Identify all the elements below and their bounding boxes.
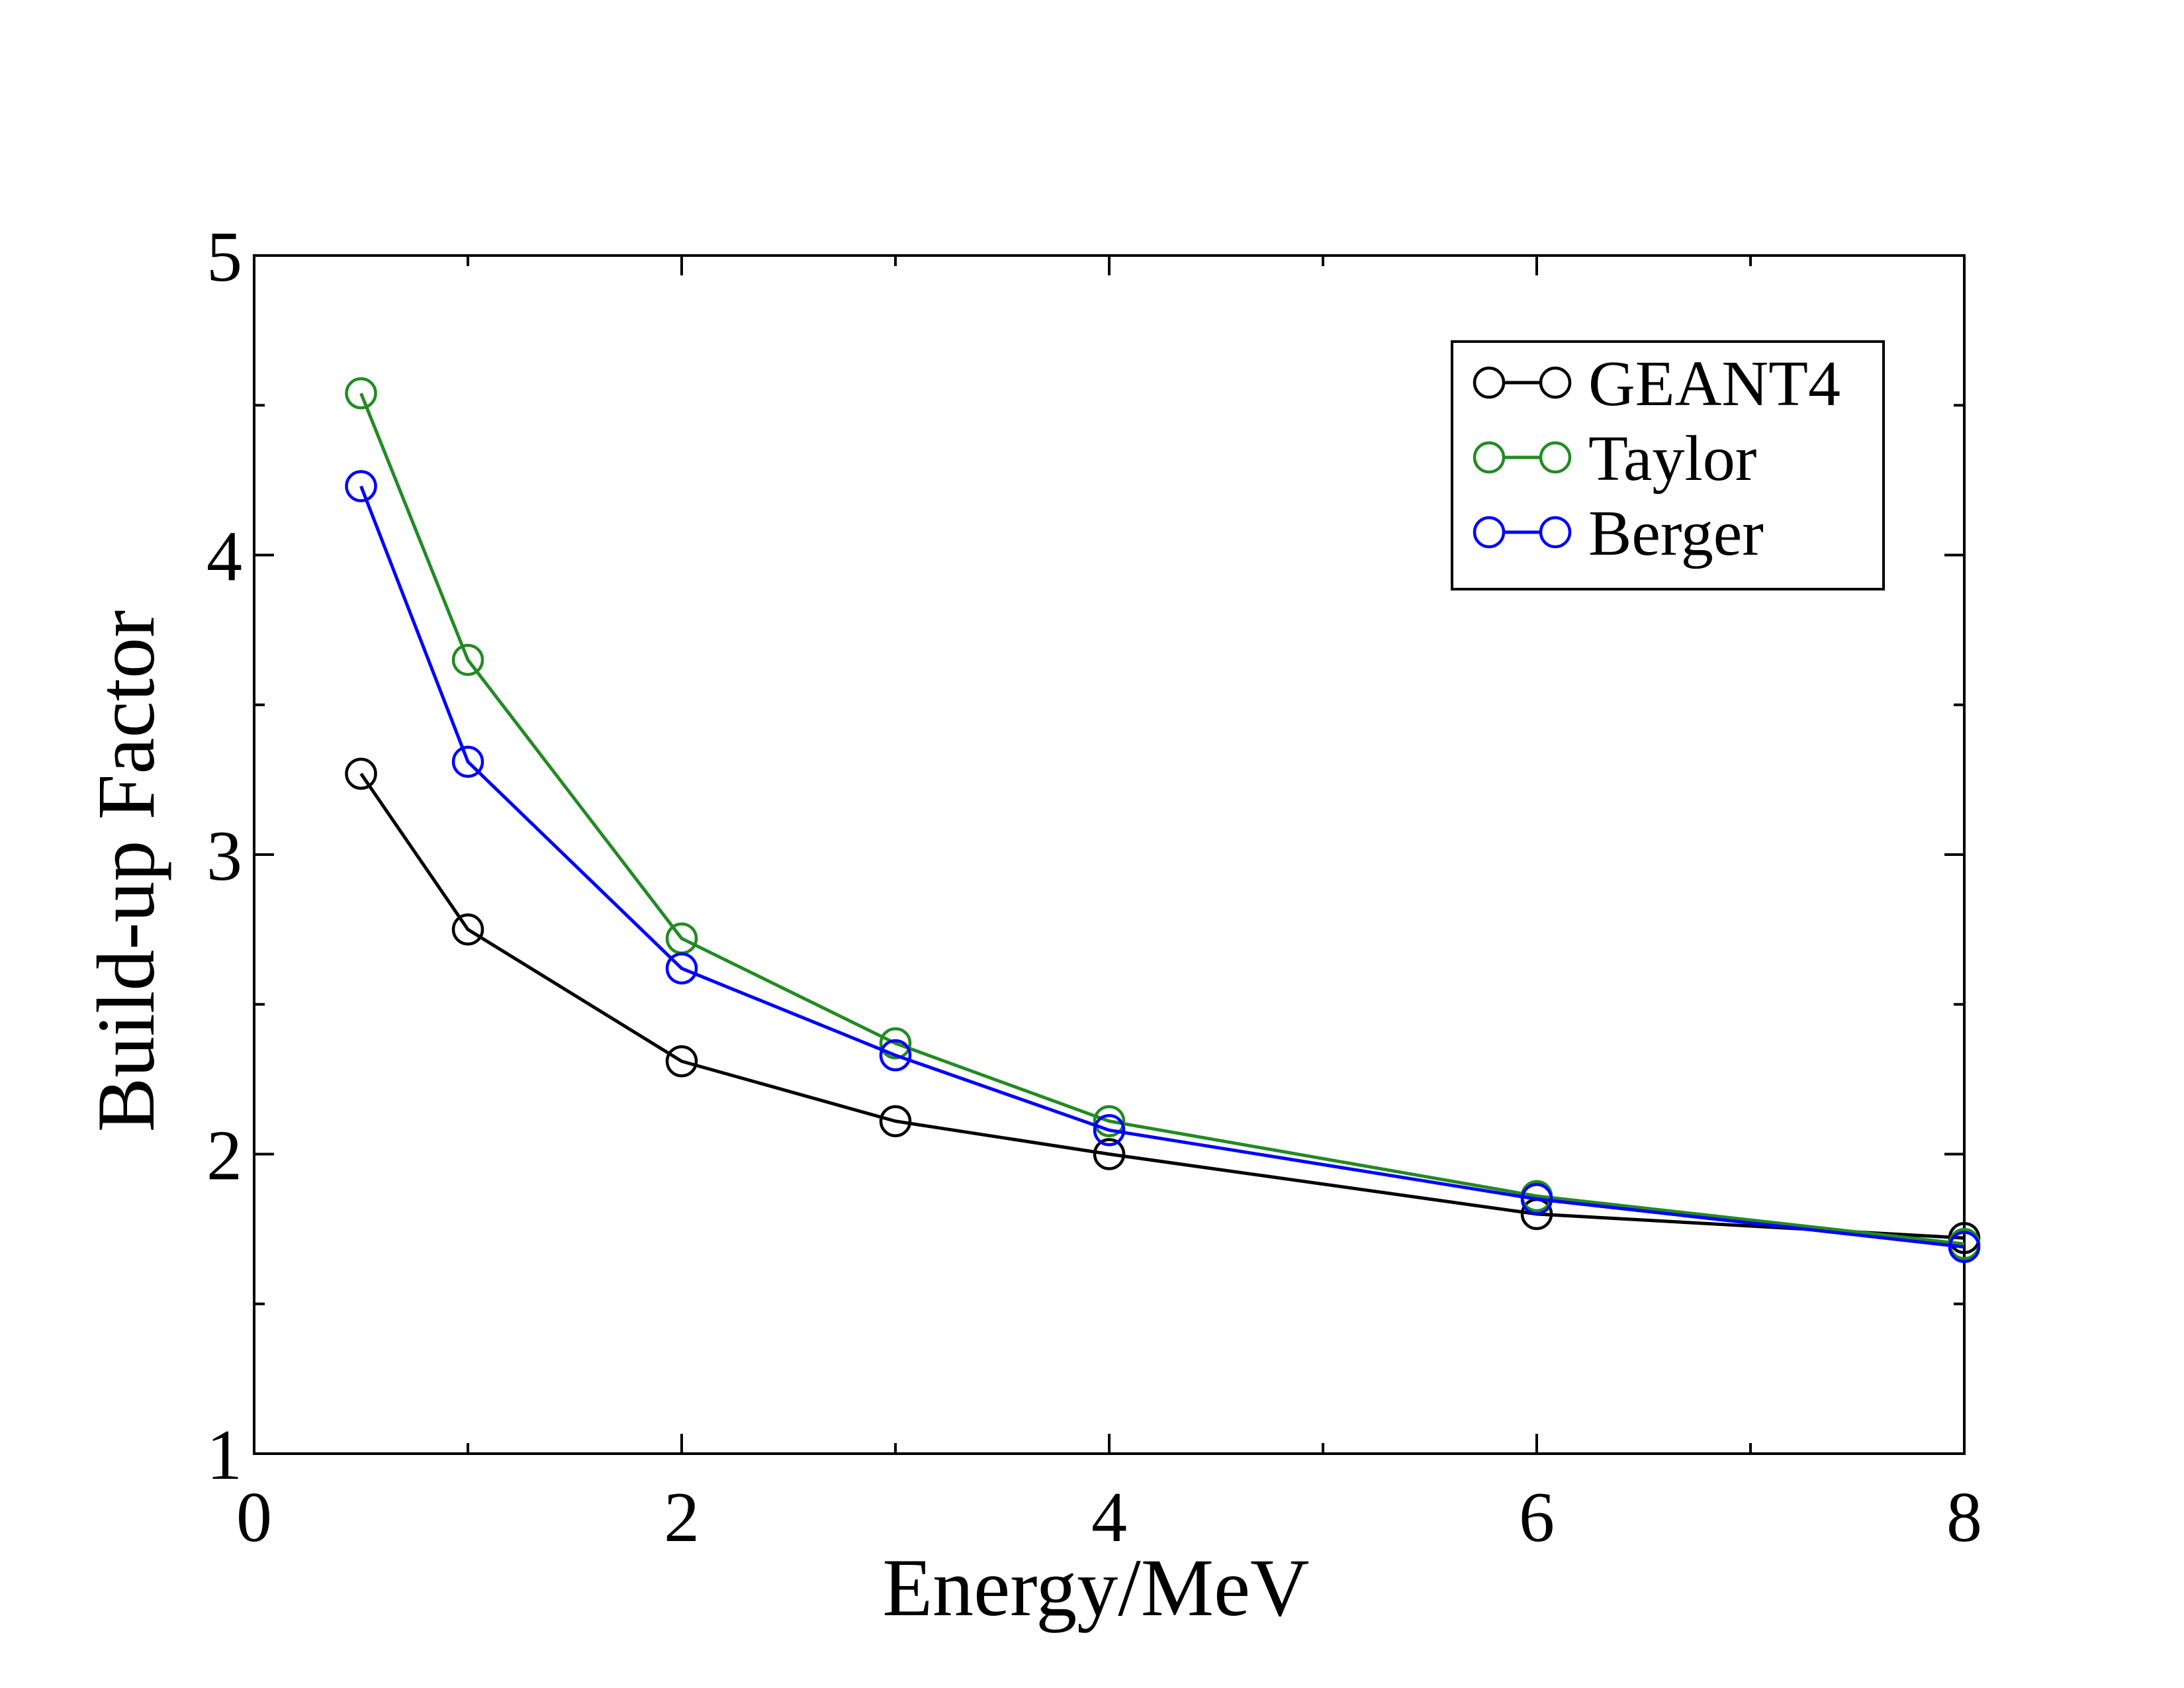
x-tick-label: 8 bbox=[1946, 1478, 1982, 1557]
y-tick-label: 2 bbox=[206, 1117, 242, 1196]
legend-marker bbox=[1539, 441, 1572, 474]
series-geant4 bbox=[345, 757, 1981, 1254]
series-line bbox=[359, 773, 1965, 1240]
legend-label: GEANT4 bbox=[1588, 348, 1841, 420]
data-point bbox=[879, 1039, 912, 1072]
legend-item-geant4: GEANT4 bbox=[1473, 348, 1841, 420]
x-tick-label: 6 bbox=[1519, 1478, 1555, 1557]
legend-marker bbox=[1473, 516, 1506, 549]
data-point bbox=[451, 745, 484, 778]
data-point bbox=[1093, 1114, 1126, 1147]
data-point bbox=[879, 1027, 912, 1060]
legend-marker bbox=[1473, 441, 1506, 474]
y-tick-label: 3 bbox=[206, 817, 242, 896]
legend-marker bbox=[1539, 366, 1572, 399]
series-berger bbox=[345, 470, 1981, 1264]
data-point bbox=[879, 1105, 912, 1137]
x-tick-label: 4 bbox=[1091, 1478, 1127, 1557]
data-point bbox=[345, 377, 377, 410]
x-axis-label: Energy/MeV bbox=[882, 1542, 1309, 1633]
axis-ticks: 0 2 4 6 8 1 2 3 4 5 bbox=[206, 218, 1982, 1557]
data-point bbox=[451, 913, 484, 946]
data-point bbox=[1948, 1231, 1981, 1264]
legend-marker bbox=[1539, 516, 1572, 549]
series-line bbox=[359, 485, 1965, 1249]
legend-marker bbox=[1473, 366, 1506, 399]
data-point bbox=[665, 952, 698, 985]
series-line bbox=[359, 393, 1965, 1246]
legend-label: Berger bbox=[1588, 498, 1764, 569]
data-point bbox=[1093, 1138, 1126, 1170]
legend-item-berger: Berger bbox=[1473, 498, 1764, 569]
x-tick-label: 2 bbox=[664, 1478, 700, 1557]
data-point bbox=[665, 1045, 698, 1078]
y-tick-label: 5 bbox=[206, 218, 242, 297]
data-point bbox=[1093, 1105, 1126, 1137]
y-tick-label: 4 bbox=[206, 518, 242, 596]
data-series bbox=[345, 377, 1981, 1264]
series-taylor bbox=[345, 377, 1981, 1260]
y-tick-label: 1 bbox=[206, 1416, 242, 1495]
legend-item-taylor: Taylor bbox=[1473, 423, 1756, 494]
x-tick-label: 0 bbox=[236, 1478, 272, 1557]
data-point bbox=[345, 757, 377, 790]
data-point bbox=[1520, 1183, 1553, 1215]
y-axis-label: Build-up Factor bbox=[81, 610, 171, 1133]
data-point bbox=[345, 470, 377, 502]
legend-label: Taylor bbox=[1588, 423, 1756, 494]
data-point bbox=[451, 643, 484, 677]
